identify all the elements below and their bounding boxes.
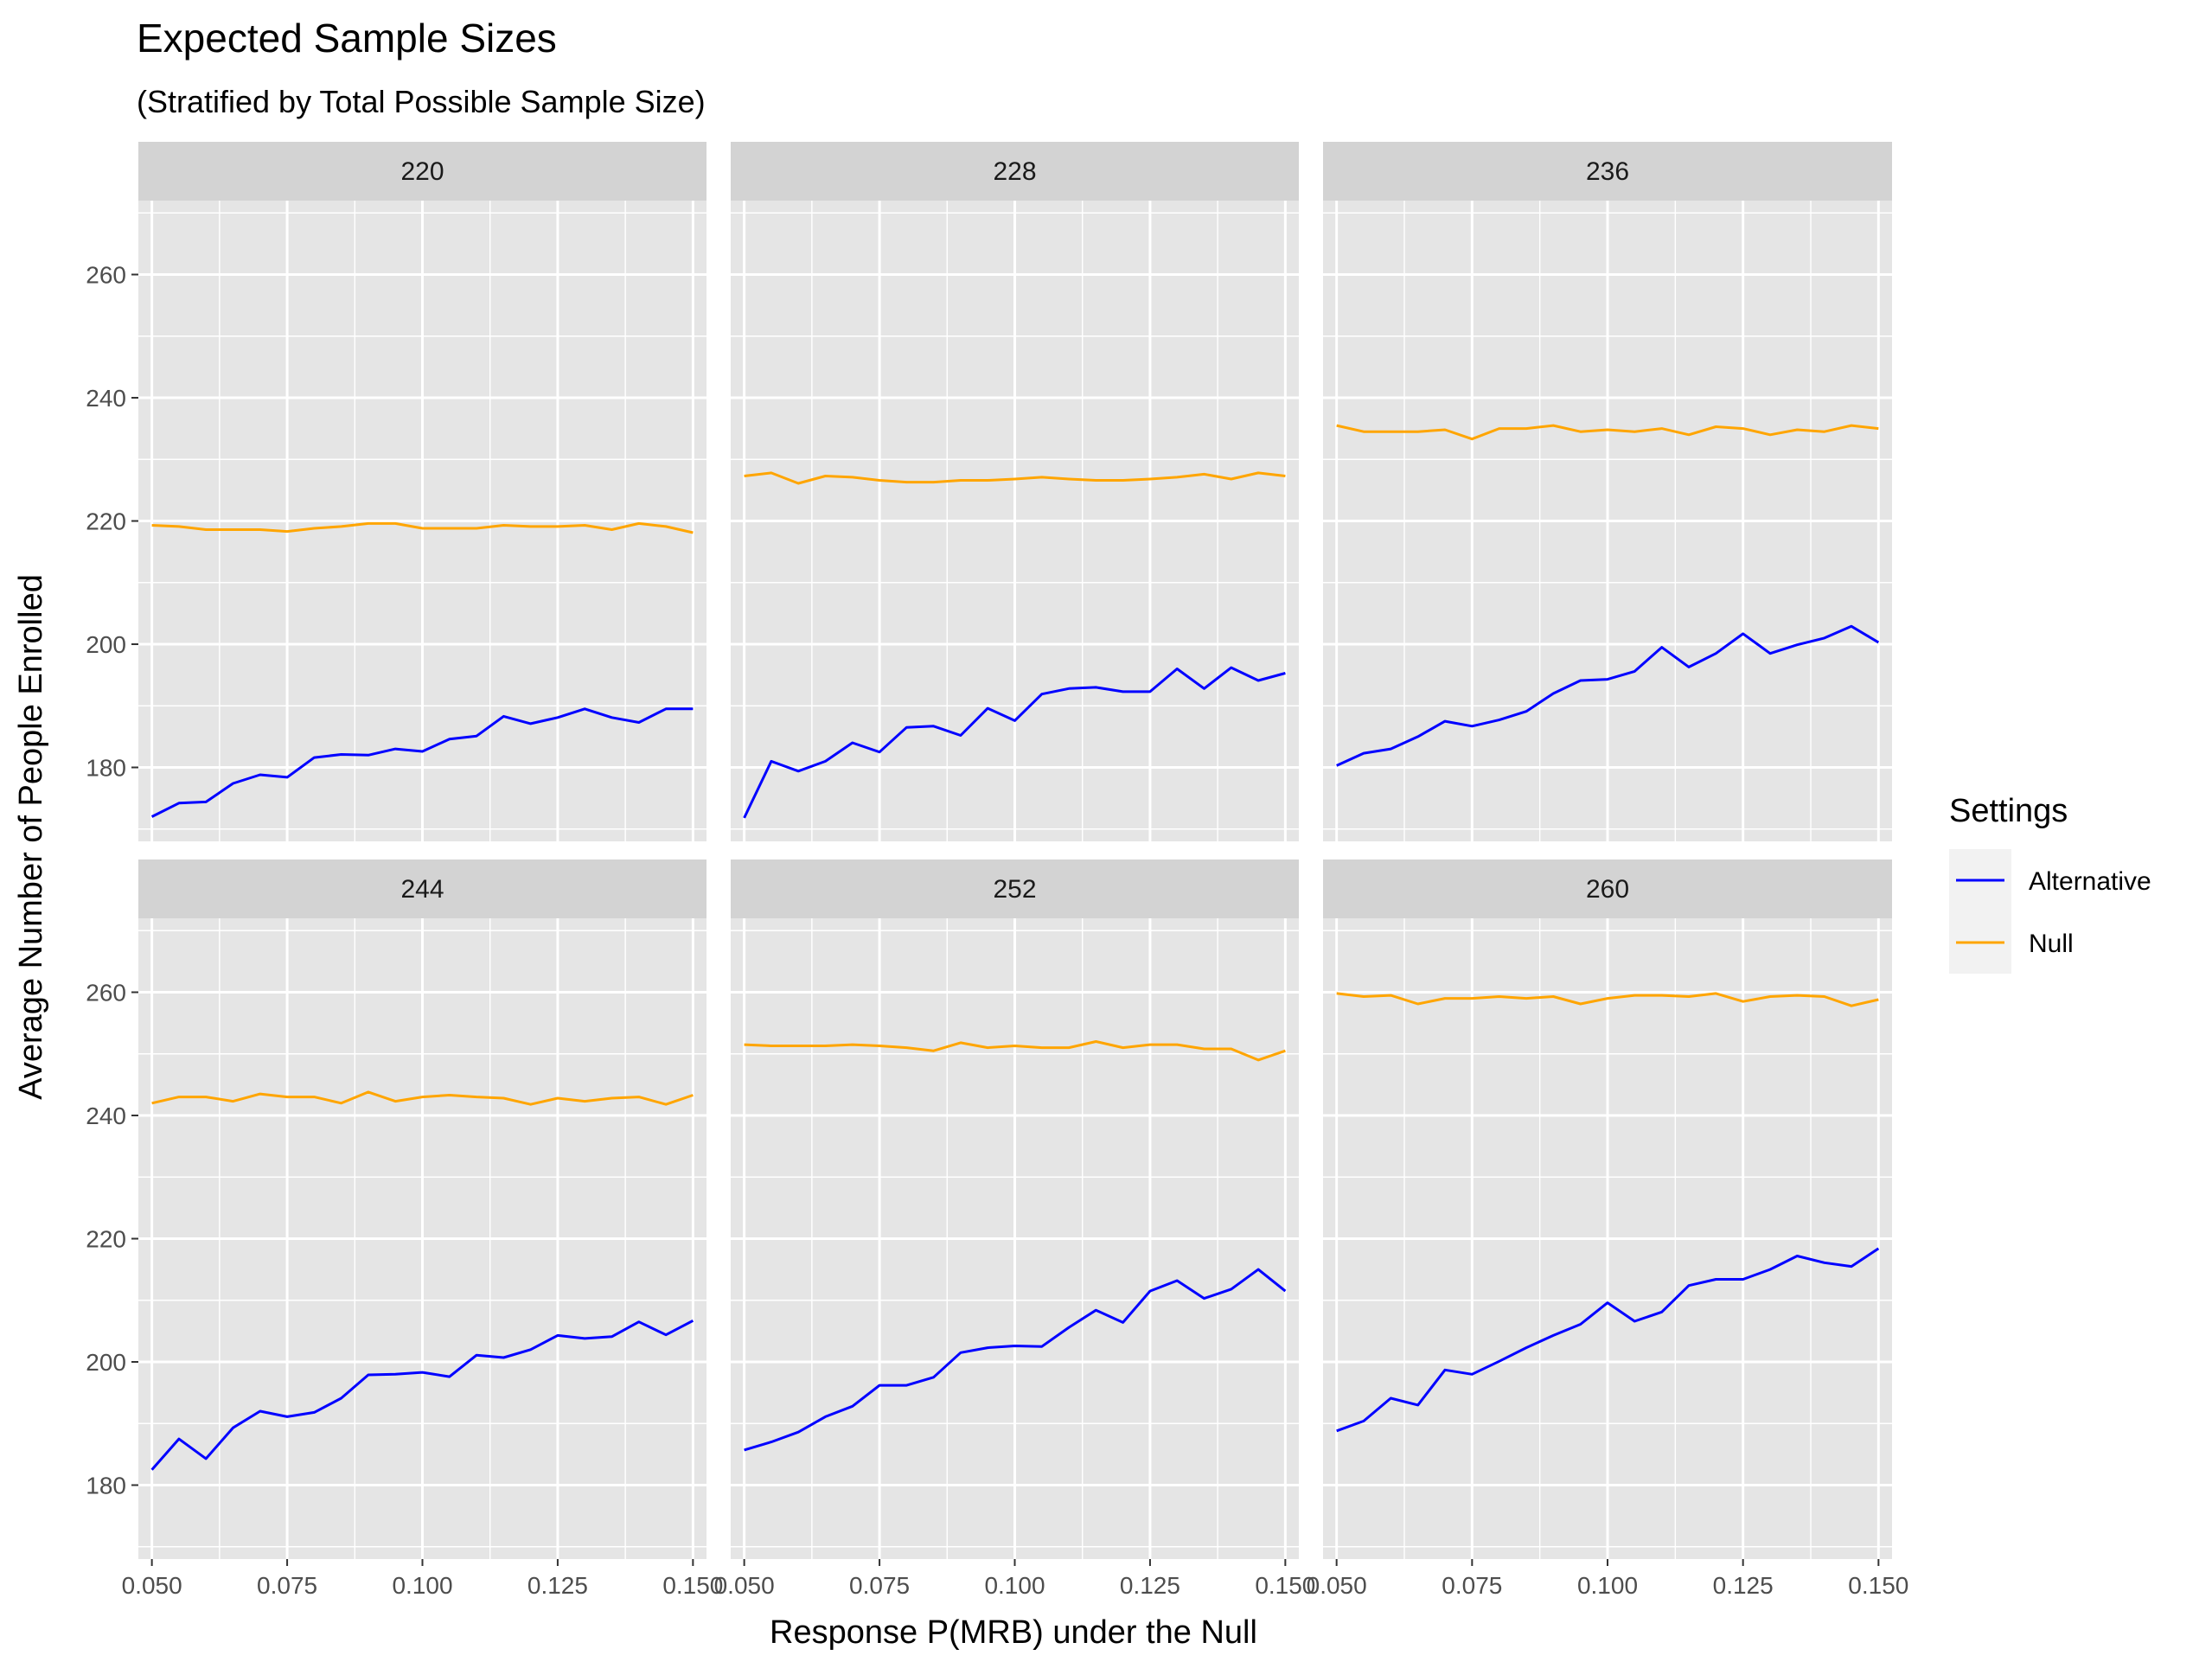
x-tick-label: 0.100 (392, 1572, 452, 1599)
facet-label: 236 (1586, 157, 1629, 186)
facet-strip (138, 860, 706, 918)
y-tick-label: 240 (86, 385, 126, 412)
x-tick-label: 0.075 (849, 1572, 910, 1599)
series-line-alternative (1336, 1247, 1880, 1433)
series-line-alternative (744, 1268, 1287, 1452)
x-tick-label: 0.125 (1120, 1572, 1180, 1599)
y-tick-label: 220 (86, 1226, 126, 1253)
chart-title: Expected Sample Sizes (137, 16, 557, 61)
facet-panel: 260 0.050 0.075 0.100 0.125 0.150 (1307, 860, 1908, 1599)
chart-subtitle: (Stratified by Total Possible Sample Siz… (137, 84, 706, 119)
x-tick-label: 0.075 (1442, 1572, 1502, 1599)
x-tick-label: 0.050 (1307, 1572, 1367, 1599)
y-axis-title: Average Number of People Enrolled (13, 574, 49, 1100)
x-tick-label: 0.100 (1577, 1572, 1638, 1599)
y-tick-label: 180 (86, 1473, 126, 1499)
series-line-alternative (743, 666, 1286, 819)
series-line-null (1336, 992, 1879, 1007)
facet-panel: 252 0.050 0.075 0.100 0.125 0.150 (714, 860, 1315, 1599)
series-line-null (744, 1040, 1286, 1062)
y-tick-label: 180 (86, 755, 126, 782)
series-line-alternative (150, 707, 694, 818)
legend-title: Settings (1949, 793, 2068, 829)
facet-panel: 228 (731, 142, 1299, 841)
y-tick-label: 200 (86, 1349, 126, 1376)
facet-label: 252 (993, 875, 1036, 904)
x-tick-label: 0.100 (984, 1572, 1045, 1599)
facet-strip (731, 142, 1299, 201)
facet-panel: 244 180 200 220 240 260 0.050 0.075 0.100 0.125 0.… (86, 860, 723, 1599)
legend: Settings Alternative Null (1949, 793, 2151, 974)
x-tick-label: 0.150 (662, 1572, 723, 1599)
series-line-null (151, 1090, 694, 1106)
facet-strip (731, 860, 1299, 918)
legend-key-background (1949, 849, 2011, 974)
facet-label: 228 (993, 157, 1036, 186)
facet-label: 260 (1586, 875, 1629, 904)
x-axis-title: Response P(MRB) under the Null (770, 1614, 1257, 1651)
series-line-null (151, 521, 694, 534)
x-tick-label: 0.125 (1713, 1572, 1774, 1599)
x-tick-label: 0.125 (527, 1572, 588, 1599)
facet-panel: 236 (1323, 142, 1892, 841)
legend-label: Null (2029, 930, 2074, 958)
y-tick-label: 260 (86, 980, 126, 1007)
facet-panel: 220 180 200 220 240 260 (86, 142, 706, 841)
x-tick-label: 0.075 (257, 1572, 317, 1599)
y-tick-label: 220 (86, 508, 126, 535)
y-tick-label: 240 (86, 1102, 126, 1129)
facet-strip (1323, 860, 1892, 918)
y-tick-label: 200 (86, 631, 126, 658)
series-line-null (1336, 424, 1879, 441)
y-tick-label: 260 (86, 262, 126, 289)
facet-label: 220 (400, 157, 444, 186)
facet-strip (1323, 142, 1892, 201)
x-tick-label: 0.050 (122, 1572, 182, 1599)
series-line-null (744, 471, 1286, 485)
facet-label: 244 (400, 875, 444, 904)
x-tick-label: 0.150 (1255, 1572, 1315, 1599)
series-line-alternative (150, 1319, 694, 1471)
facet-strip (138, 142, 706, 201)
series-line-alternative (1336, 624, 1880, 767)
legend-label: Alternative (2029, 867, 2151, 896)
x-tick-label: 0.150 (1848, 1572, 1908, 1599)
x-tick-label: 0.050 (714, 1572, 775, 1599)
